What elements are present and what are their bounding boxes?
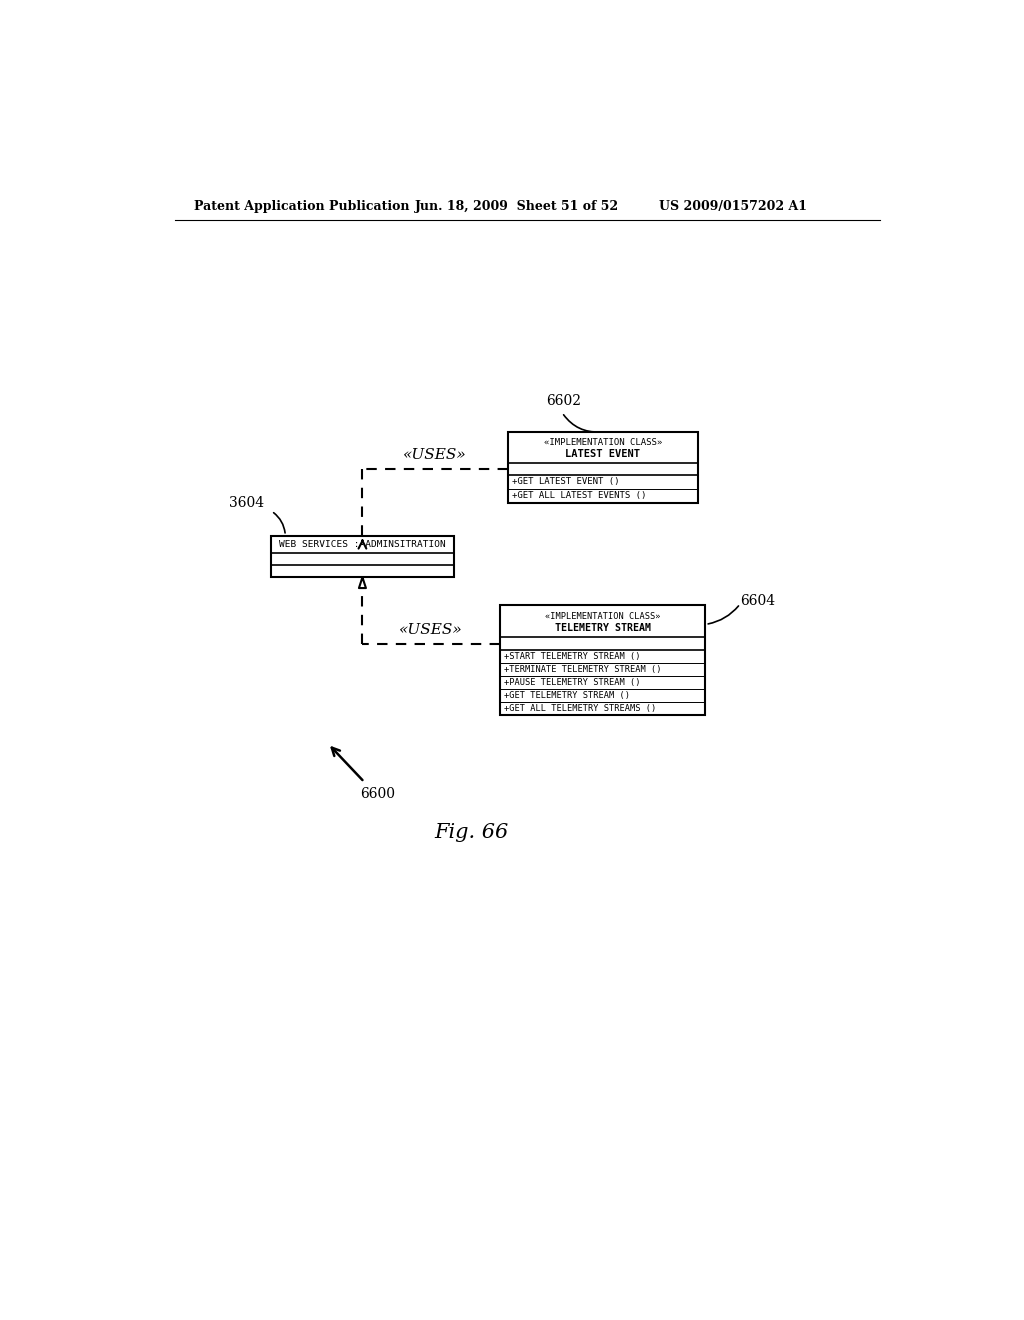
Text: Fig. 66: Fig. 66 [434,822,508,842]
Text: +PAUSE TELEMETRY STREAM (): +PAUSE TELEMETRY STREAM () [504,678,640,686]
Text: «IMPLEMENTATION CLASS»: «IMPLEMENTATION CLASS» [545,611,660,620]
Bar [271,536,454,577]
Text: 6604: 6604 [740,594,775,609]
Text: Jun. 18, 2009  Sheet 51 of 52: Jun. 18, 2009 Sheet 51 of 52 [415,199,618,213]
Text: +GET ALL LATEST EVENTS (): +GET ALL LATEST EVENTS () [512,491,646,500]
Text: US 2009/0157202 A1: US 2009/0157202 A1 [658,199,807,213]
Text: +GET ALL TELEMETRY STREAMS (): +GET ALL TELEMETRY STREAMS () [504,704,656,713]
Bar [500,605,706,715]
Text: 6602: 6602 [547,393,582,408]
Bar [508,432,697,503]
Text: «USES»: «USES» [403,447,467,462]
Text: WEB SERVICES : ADMINSITRATION: WEB SERVICES : ADMINSITRATION [280,540,445,549]
Text: Patent Application Publication: Patent Application Publication [194,199,410,213]
Text: LATEST EVENT: LATEST EVENT [565,449,640,459]
Text: +GET TELEMETRY STREAM (): +GET TELEMETRY STREAM () [504,690,630,700]
Text: «IMPLEMENTATION CLASS»: «IMPLEMENTATION CLASS» [544,438,662,447]
Text: +START TELEMETRY STREAM (): +START TELEMETRY STREAM () [504,652,640,661]
Text: «USES»: «USES» [399,623,463,636]
Text: TELEMETRY STREAM: TELEMETRY STREAM [555,623,650,634]
Text: +GET LATEST EVENT (): +GET LATEST EVENT () [512,478,620,486]
Text: 3604: 3604 [228,496,264,511]
Text: 6600: 6600 [360,787,395,801]
Text: +TERMINATE TELEMETRY STREAM (): +TERMINATE TELEMETRY STREAM () [504,665,662,673]
